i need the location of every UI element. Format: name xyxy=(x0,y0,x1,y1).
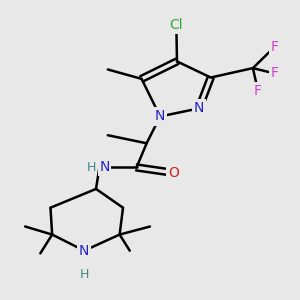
Text: N: N xyxy=(100,160,110,174)
Text: F: F xyxy=(271,40,279,54)
Text: N: N xyxy=(79,244,89,258)
Text: N: N xyxy=(155,110,165,123)
Text: H: H xyxy=(86,161,96,174)
Text: F: F xyxy=(271,67,279,80)
Text: Cl: Cl xyxy=(169,18,183,32)
Text: O: O xyxy=(168,166,179,180)
Text: H: H xyxy=(80,268,89,281)
Text: N: N xyxy=(194,101,204,116)
Text: F: F xyxy=(254,84,262,98)
